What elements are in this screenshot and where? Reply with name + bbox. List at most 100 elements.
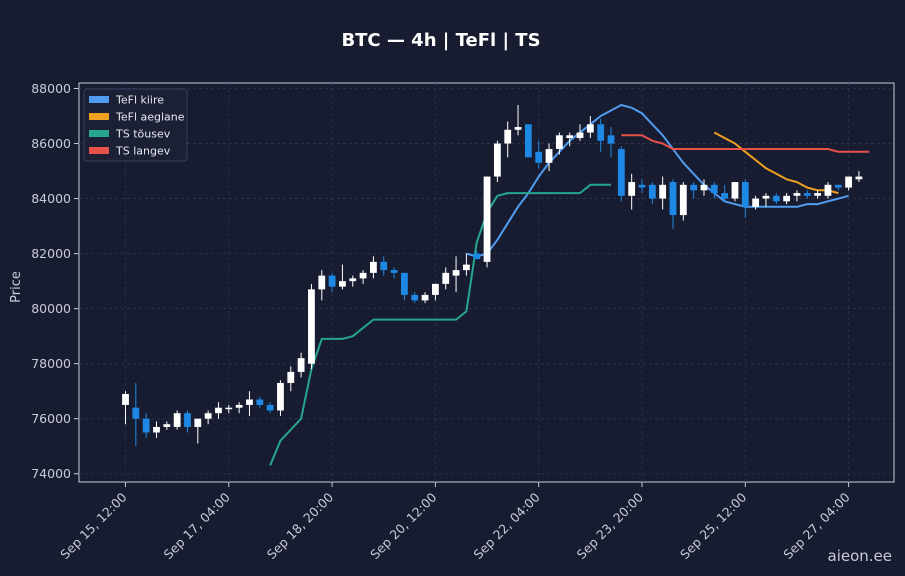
legend: TeFl kiire TeFl aeglane TS tõusev TS langev xyxy=(83,88,188,162)
candle xyxy=(555,132,563,155)
candle-body xyxy=(493,143,501,177)
candle xyxy=(679,182,687,221)
candle xyxy=(648,182,656,205)
x-tick-label: Sep 15, 12:00 xyxy=(57,489,129,561)
candle-body xyxy=(752,198,760,207)
candle xyxy=(235,402,243,414)
candle xyxy=(545,143,553,172)
candle xyxy=(163,421,171,430)
candle xyxy=(834,184,842,191)
candle xyxy=(411,292,419,304)
candle-body xyxy=(504,129,512,144)
candle-body xyxy=(555,135,563,150)
x-tick-label: Sep 23, 20:00 xyxy=(574,489,646,561)
candle-body xyxy=(370,261,377,273)
candle xyxy=(535,140,543,169)
candles xyxy=(122,105,863,447)
candle xyxy=(215,402,222,419)
y-tick-label: 84000 xyxy=(31,191,71,206)
candle xyxy=(597,118,605,152)
candle xyxy=(173,410,181,430)
candle xyxy=(504,121,512,158)
candle xyxy=(442,267,450,290)
candle xyxy=(700,179,708,196)
candle-body xyxy=(142,418,150,433)
candle-body xyxy=(731,182,739,199)
legend-item: TeFl kiire xyxy=(89,94,164,107)
candle xyxy=(659,176,667,210)
candle xyxy=(122,391,129,425)
candle xyxy=(287,366,295,392)
candle-body xyxy=(679,184,687,216)
candle-body xyxy=(741,182,749,207)
candle xyxy=(132,382,140,447)
candle-body xyxy=(586,124,594,133)
candle xyxy=(266,402,274,414)
x-tick-label: Sep 18, 20:00 xyxy=(264,489,336,561)
legend-item: TS tõusev xyxy=(89,128,171,141)
candle-body xyxy=(215,407,222,414)
y-axis: 74000 76000 78000 80000 82000 84000 86000 88000 xyxy=(31,81,79,481)
candle-body xyxy=(349,278,357,282)
candle-body xyxy=(566,135,574,139)
candle xyxy=(473,250,481,260)
x-tick-label: Sep 17, 04:00 xyxy=(160,489,232,561)
legend-box xyxy=(83,88,188,162)
candle xyxy=(432,283,439,301)
candle-body xyxy=(514,127,522,130)
candle-body xyxy=(122,393,129,405)
candle-body xyxy=(246,399,253,405)
candle xyxy=(277,380,284,416)
candle xyxy=(731,182,739,202)
candle xyxy=(225,404,233,414)
candle xyxy=(793,190,801,202)
candle xyxy=(452,256,460,293)
candle xyxy=(814,190,822,199)
legend-swatch xyxy=(89,130,109,137)
candle xyxy=(514,105,522,136)
candle-body xyxy=(483,176,491,262)
candle xyxy=(762,193,770,207)
candle-body xyxy=(855,176,863,180)
candle xyxy=(297,352,305,378)
candle xyxy=(710,182,718,199)
indicator-lines xyxy=(269,104,870,466)
candle xyxy=(586,116,594,139)
candle-body xyxy=(607,135,615,144)
candle-body xyxy=(318,275,326,290)
candle xyxy=(462,253,470,276)
candle-body xyxy=(638,184,646,188)
candle xyxy=(855,171,863,183)
candle xyxy=(359,270,367,284)
candle xyxy=(308,283,315,370)
candle xyxy=(421,292,429,304)
candle-body xyxy=(297,358,305,372)
candle xyxy=(617,146,625,202)
candle-body xyxy=(669,182,677,216)
candle xyxy=(246,391,253,416)
candle-body xyxy=(173,413,181,427)
legend-swatch xyxy=(89,96,109,103)
candle-body xyxy=(421,294,429,301)
candle xyxy=(690,182,698,199)
candle-body xyxy=(545,149,553,163)
legend-swatch xyxy=(89,147,109,154)
legend-label: TS langev xyxy=(115,145,171,158)
candle-body xyxy=(659,184,667,199)
candle-body xyxy=(576,132,584,139)
candle-body xyxy=(359,272,367,279)
x-tick-label: Sep 25, 12:00 xyxy=(677,489,749,561)
candle-body xyxy=(153,426,160,433)
legend-label: TS tõusev xyxy=(115,128,171,141)
candle xyxy=(783,193,791,205)
y-tick-label: 74000 xyxy=(31,466,71,481)
candle-body xyxy=(628,182,636,196)
candle xyxy=(380,256,388,276)
y-axis-label: Price xyxy=(9,271,24,303)
candle-body xyxy=(390,270,398,273)
y-tick-label: 78000 xyxy=(31,356,71,371)
candle-body xyxy=(834,184,842,188)
candle xyxy=(184,410,191,433)
candle-body xyxy=(793,193,801,196)
